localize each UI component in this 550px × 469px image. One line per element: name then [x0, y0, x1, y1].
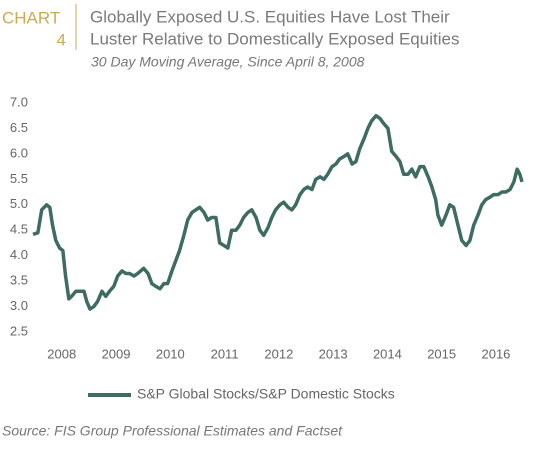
- y-tick-label: 4.0: [10, 247, 28, 262]
- y-tick-label: 2.5: [10, 323, 28, 338]
- chart-subtitle: 30 Day Moving Average, Since April 8, 20…: [91, 54, 365, 70]
- x-tick-label: 2015: [427, 346, 456, 361]
- y-tick-label: 6.5: [10, 120, 28, 135]
- chart-title: Globally Exposed U.S. Equities Have Lost…: [90, 7, 450, 26]
- x-tick-label: 2013: [319, 346, 348, 361]
- y-tick-label: 6.0: [10, 145, 28, 160]
- chart-label: CHART: [2, 8, 60, 27]
- chart-number: 4: [57, 30, 66, 49]
- y-tick-label: 5.0: [10, 196, 28, 211]
- y-tick-label: 4.5: [10, 222, 28, 237]
- x-tick-label: 2011: [211, 346, 239, 361]
- x-tick-label: 2014: [373, 346, 402, 361]
- source-note: Source: FIS Group Professional Estimates…: [2, 423, 343, 439]
- y-tick-label: 7.0: [10, 94, 28, 109]
- y-tick-label: 3.5: [10, 273, 28, 288]
- x-tick-label: 2009: [102, 346, 131, 361]
- x-tick-label: 2010: [156, 346, 185, 361]
- x-tick-label: 2008: [47, 346, 76, 361]
- data-line: [32, 113, 524, 311]
- x-tick-label: 2012: [264, 346, 293, 361]
- legend-label: S&P Global Stocks/S&P Domestic Stocks: [137, 386, 395, 402]
- x-tick-label: 2016: [481, 346, 510, 361]
- y-tick-label: 3.0: [10, 298, 28, 313]
- y-tick-label: 5.5: [10, 171, 28, 186]
- chart-title: Luster Relative to Domestically Exposed …: [90, 29, 459, 48]
